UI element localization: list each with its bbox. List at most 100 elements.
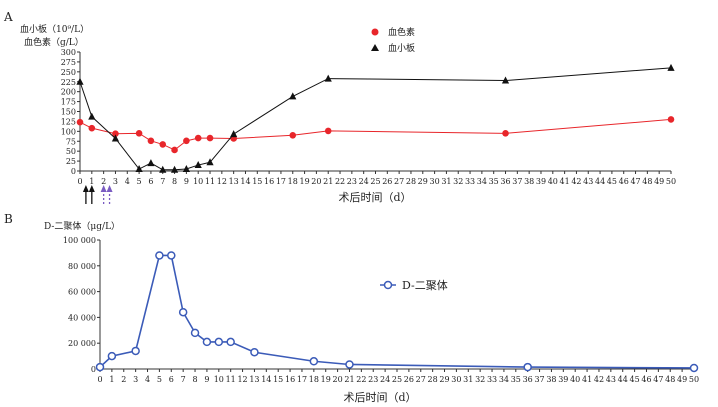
panel-b-y-ticks: 0 20 000 40 000 60 000 80 000 100 000 <box>63 236 100 374</box>
panel-a-label: A <box>3 10 13 24</box>
panel-a-arrows <box>82 185 113 204</box>
x-tick-label: 31 <box>463 375 473 384</box>
hemoglobin-point <box>88 124 96 132</box>
x-tick-label: 6 <box>148 177 153 186</box>
x-tick-label: 43 <box>606 375 616 384</box>
x-tick-label: 35 <box>511 375 521 384</box>
platelet-point <box>194 161 202 169</box>
hemoglobin-point <box>171 146 178 154</box>
x-tick-label: 45 <box>607 177 617 186</box>
y-tick-label: 200 <box>61 88 76 97</box>
hemoglobin-point <box>112 130 119 138</box>
series-line-hemoglobin <box>79 118 672 151</box>
x-tick-label: 39 <box>558 375 568 384</box>
x-tick-label: 30 <box>430 177 440 186</box>
x-tick-label: 24 <box>359 177 369 186</box>
x-tick-label: 16 <box>285 375 295 384</box>
x-tick-label: 42 <box>571 177 581 186</box>
x-tick-label: 38 <box>524 177 534 186</box>
x-tick-label: 13 <box>229 177 239 186</box>
x-tick-label: 9 <box>184 177 189 186</box>
x-tick-label: 0 <box>97 375 102 384</box>
hemoglobin-point <box>159 141 167 148</box>
x-tick-label: 1 <box>109 375 114 384</box>
x-tick-label: 9 <box>204 375 209 384</box>
y-tick-label: 100 <box>61 127 76 136</box>
x-tick-label: 18 <box>309 375 319 384</box>
ddimer-point <box>202 337 212 347</box>
x-tick-label: 43 <box>583 177 593 186</box>
x-tick-label: 14 <box>240 177 250 186</box>
x-tick-label: 22 <box>335 177 345 186</box>
x-tick-label: 48 <box>665 375 675 384</box>
x-tick-label: 17 <box>276 177 286 186</box>
x-tick-label: 22 <box>356 375 366 384</box>
x-tick-label: 24 <box>380 375 390 384</box>
y-tick-label: 20 000 <box>68 339 96 348</box>
hemoglobin-point <box>324 127 332 135</box>
x-tick-label: 7 <box>181 375 186 384</box>
y-tick-label: 0 <box>71 167 76 176</box>
platelet-point <box>170 165 179 173</box>
x-tick-label: 27 <box>416 375 426 384</box>
x-tick-label: 41 <box>582 375 592 384</box>
y-tick-label: 60 000 <box>68 288 96 297</box>
x-tick-label: 7 <box>160 177 165 186</box>
ddimer-point <box>178 307 188 317</box>
x-tick-label: 17 <box>297 375 307 384</box>
x-tick-label: 37 <box>534 375 544 384</box>
x-tick-label: 5 <box>157 375 162 384</box>
ddimer-point <box>131 346 140 356</box>
panel-a-legend: 血色素 血小板 <box>371 26 415 54</box>
panel-b-legend: D-二聚体 <box>380 278 448 292</box>
dashed-arrow-head <box>100 185 107 192</box>
x-tick-label: 15 <box>273 375 283 384</box>
y-tick-label: 80 000 <box>68 262 96 271</box>
x-tick-label: 23 <box>347 177 357 186</box>
x-tick-label: 20 <box>311 177 321 186</box>
x-tick-label: 12 <box>237 375 247 384</box>
ddimer-point <box>190 328 200 338</box>
x-tick-label: 37 <box>512 177 522 186</box>
y-tick-label: 250 <box>61 68 76 77</box>
dashed-arrow-head <box>106 185 113 192</box>
panel-b: B D-二聚体（μg/L） 0 20 000 40 000 60 000 80 000 1… <box>4 212 699 404</box>
x-tick-label: 40 <box>548 177 558 186</box>
x-tick-label: 48 <box>642 177 652 186</box>
hemoglobin-point <box>194 134 202 142</box>
hemoglobin-point <box>206 134 214 142</box>
x-tick-label: 44 <box>618 375 628 384</box>
hemoglobin-point <box>135 130 143 137</box>
platelet-point <box>182 165 190 173</box>
x-tick-label: 3 <box>113 177 118 186</box>
ddimer-point <box>155 251 164 260</box>
x-tick-label: 44 <box>595 177 605 186</box>
x-tick-label: 19 <box>299 177 309 186</box>
x-tick-label: 28 <box>428 375 438 384</box>
x-tick-label: 21 <box>323 177 333 186</box>
x-tick-label: 35 <box>489 177 499 186</box>
x-tick-label: 38 <box>546 375 556 384</box>
platelet-point <box>289 92 297 100</box>
panel-a-ylabel-line1: 血小板（10⁹/L） <box>20 23 89 35</box>
panel-b-ylabel: D-二聚体（μg/L） <box>44 220 120 232</box>
panel-a-ylabel-line2: 血色素（g/L） <box>24 36 84 48</box>
x-tick-label: 29 <box>439 375 449 384</box>
x-tick-label: 36 <box>500 177 510 186</box>
panel-b-x-ticks: 0 1 2 3 4 5 6 7 8 9 10 11 12 13 14 15 16 17 18 19 20 21 22 23 24… <box>97 369 699 384</box>
x-tick-label: 46 <box>641 375 651 384</box>
platelet-point <box>111 134 120 142</box>
y-tick-label: 100 000 <box>63 236 96 245</box>
y-tick-label: 40 000 <box>68 313 96 322</box>
ddimer-point <box>309 357 319 366</box>
legend-ddimer-label: D-二聚体 <box>402 278 448 292</box>
x-tick-label: 10 <box>214 375 224 384</box>
x-tick-label: 23 <box>368 375 378 384</box>
x-tick-label: 42 <box>594 375 604 384</box>
x-tick-label: 26 <box>404 375 414 384</box>
x-tick-label: 50 <box>666 177 676 186</box>
y-tick-label: 125 <box>61 117 76 126</box>
x-tick-label: 33 <box>465 177 475 186</box>
